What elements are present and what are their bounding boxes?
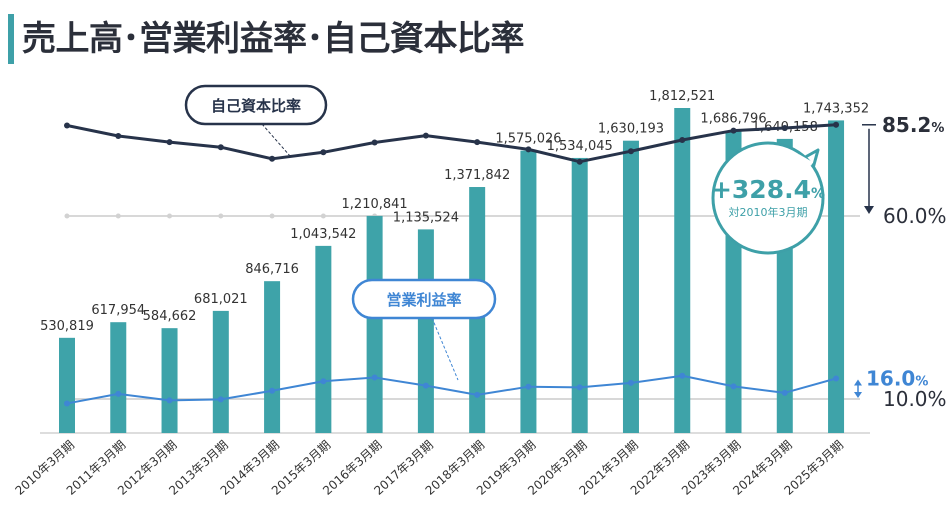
sales-value-label: 1,135,524 — [393, 210, 459, 225]
sales-bar — [417, 229, 434, 433]
sales-bar — [110, 322, 127, 433]
sales-value-label: 1,630,193 — [598, 122, 664, 137]
sales-bar — [161, 328, 178, 433]
equity-ratio-point — [217, 144, 224, 151]
sales-bar — [212, 310, 229, 433]
margin-bracket-arrow-down — [854, 392, 862, 398]
operating-margin-point — [833, 375, 840, 382]
reference-label-0: 60.0% — [883, 204, 947, 228]
sales-bar — [674, 108, 691, 433]
reference-dot — [218, 213, 224, 219]
sales-bar — [264, 281, 281, 433]
sales-value-label: 1,575,026 — [495, 132, 561, 147]
operating-margin-callout — [351, 278, 497, 320]
equity-ratio-point — [115, 132, 122, 139]
growth-callout-tail-mask — [797, 154, 813, 166]
chart-title: 売上高･営業利益率･自己資本比率 — [22, 19, 525, 59]
operating-margin-point — [166, 397, 173, 404]
reference-label-1: 10.0% — [883, 387, 947, 411]
sales-bar — [520, 150, 537, 433]
sales-value-label: 681,021 — [194, 292, 248, 307]
equity-ratio-callout — [184, 84, 328, 126]
sales-bar — [366, 215, 383, 433]
equity-ratio-point — [781, 125, 788, 132]
operating-margin-point — [371, 374, 378, 381]
operating-margin-point — [627, 379, 634, 386]
sales-value-label: 1,371,842 — [444, 168, 510, 183]
growth-callout-unit: % — [811, 186, 825, 202]
sales-value-label: 1,043,542 — [290, 227, 356, 242]
operating-margin-point — [422, 382, 429, 389]
equity-ratio-point — [269, 155, 276, 162]
operating-margin-point — [679, 372, 686, 379]
equity-ratio-point — [679, 136, 686, 143]
operating-margin-line — [66, 374, 837, 405]
margin-end-unit: % — [915, 374, 928, 389]
equity-ratio-point — [576, 158, 583, 165]
equity-ratio-point — [525, 146, 532, 153]
sales-value-label: 617,954 — [91, 303, 145, 318]
operating-margin-point — [781, 389, 788, 396]
equity-ratio-point — [833, 121, 840, 128]
margin-bracket-arrow-up — [854, 379, 862, 386]
equity-ratio-callout-label: 自己資本比率 — [211, 97, 301, 115]
sales-bar — [828, 120, 845, 433]
equity-ratio-point — [64, 122, 70, 129]
equity-callout-leader — [261, 123, 291, 157]
equity-bracket-arrow — [864, 206, 874, 214]
equity-ratio-point — [320, 149, 327, 156]
margin-callout-leader — [431, 317, 459, 381]
operating-margin-point — [320, 378, 327, 385]
growth-callout — [711, 141, 825, 255]
sales-value-label: 1,210,841 — [342, 197, 408, 212]
reference-dot — [64, 213, 70, 219]
operating-margin-point — [217, 396, 224, 403]
reference-dot — [167, 213, 173, 219]
reference-dot — [115, 213, 121, 219]
sales-bar — [59, 337, 75, 433]
growth-callout-sub: 対2010年3月期 — [729, 205, 808, 219]
sales-value-label: 1,686,796 — [700, 112, 766, 127]
growth-callout-value: +328.4% — [711, 175, 825, 204]
equity-ratio-line — [66, 123, 837, 164]
sales-value-label: 584,662 — [143, 309, 197, 324]
reference-dot — [423, 213, 429, 219]
operating-margin-point — [730, 383, 737, 390]
equity-ratio-point — [371, 139, 378, 146]
sales-bar — [315, 245, 332, 433]
equity-ratio-point — [474, 139, 481, 146]
sales-bar — [571, 157, 588, 433]
reference-dot — [269, 213, 275, 219]
equity-ratio-point — [730, 127, 737, 134]
operating-margin-point — [64, 400, 70, 407]
title-accent-bar — [8, 14, 14, 64]
equity-ratio-point — [422, 132, 429, 139]
equity-ratio-point — [627, 148, 634, 155]
operating-margin-point — [269, 387, 276, 394]
operating-margin-point — [525, 383, 532, 390]
equity-end-label: 85.2% — [882, 113, 944, 137]
reference-dot — [320, 213, 326, 219]
sales-bar — [622, 140, 639, 433]
sales-value-label: 846,716 — [245, 262, 299, 277]
operating-margin-point — [115, 390, 122, 397]
equity-end-unit: % — [931, 121, 944, 136]
sales-value-label: 1,534,045 — [547, 139, 613, 154]
sales-value-label: 530,819 — [40, 319, 94, 334]
operating-margin-point — [576, 384, 583, 391]
operating-margin-point — [474, 391, 481, 398]
equity-ratio-point — [166, 139, 173, 146]
operating-margin-callout-label: 営業利益率 — [386, 291, 461, 309]
sales-value-label: 1,812,521 — [649, 89, 715, 104]
margin-end-label: 16.0% — [866, 366, 928, 390]
sales-value-label: 1,743,352 — [803, 101, 869, 116]
